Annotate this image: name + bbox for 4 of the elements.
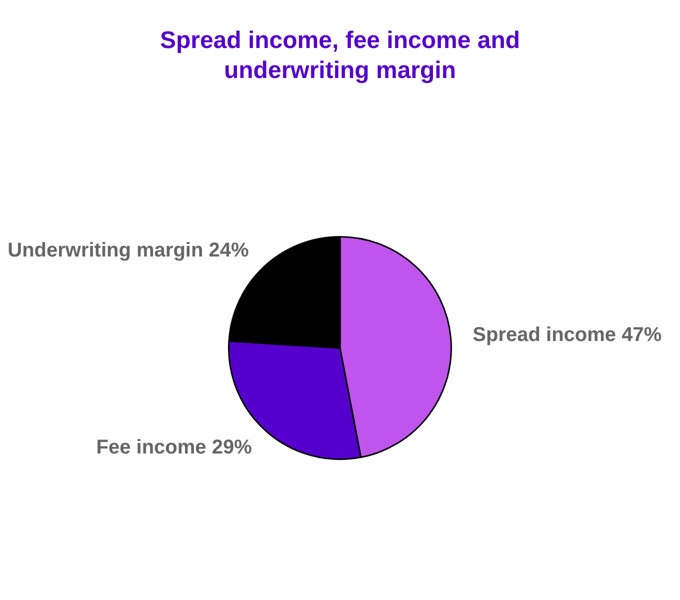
slice-label: Underwriting margin 24% [8, 239, 249, 262]
slice-label: Spread income 47% [472, 324, 662, 346]
slice-label: Fee income 29% [96, 436, 252, 458]
chart-title: Spread income, fee income and underwriting margin [158, 26, 522, 86]
